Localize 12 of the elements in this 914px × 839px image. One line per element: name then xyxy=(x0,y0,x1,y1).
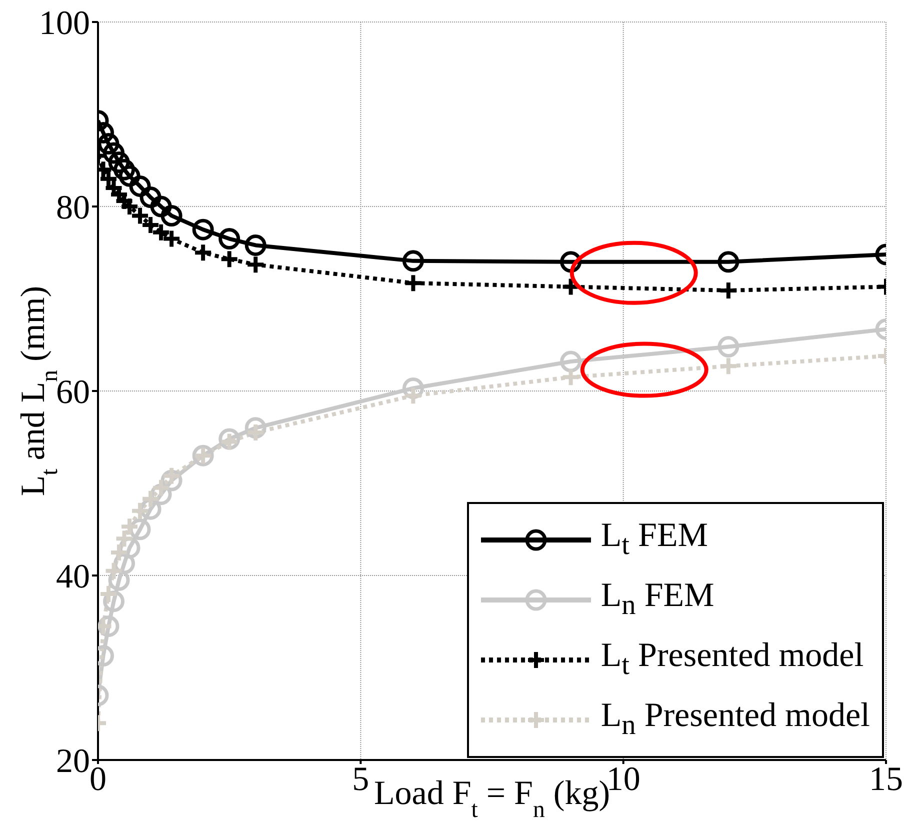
x-tick-label: 15 xyxy=(869,761,903,798)
x-axis-title: Load F$_{t}$ = F$_{n}$ (kg) xyxy=(374,775,610,823)
legend-label: L$_{t}$ Presented model xyxy=(600,637,864,682)
y-tick-label: 40 xyxy=(56,558,90,596)
x-tick-label: 5 xyxy=(352,761,370,798)
y-tick-label: 80 xyxy=(56,190,90,227)
legend-label: L$_{n}$ Presented model xyxy=(600,697,870,742)
legend-label: L$_{t}$ FEM xyxy=(600,517,708,562)
x-tick-label: 0 xyxy=(90,761,106,798)
y-tick-label: 100 xyxy=(39,5,90,42)
legend-label: L$_{n}$ FEM xyxy=(600,577,714,622)
y-tick-label: 20 xyxy=(56,743,90,780)
